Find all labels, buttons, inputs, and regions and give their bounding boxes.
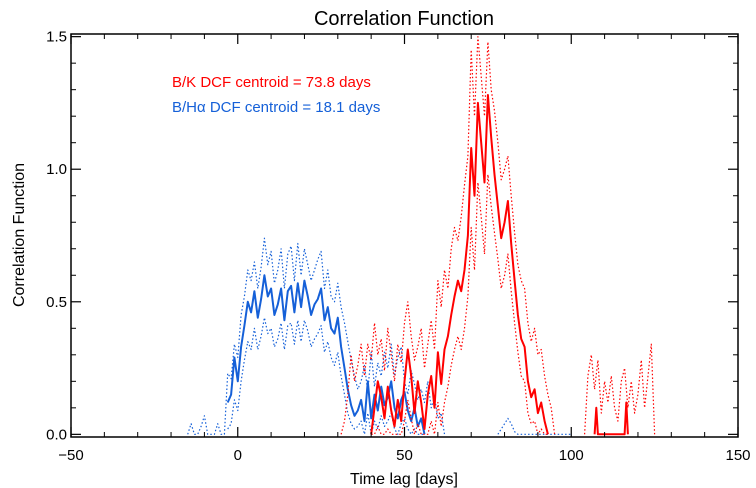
- x-axis-label: Time lag [days]: [350, 471, 458, 488]
- plot-frame: [70, 33, 739, 438]
- series-line-0: [226, 274, 426, 435]
- y-tick-label: 0.5: [46, 294, 67, 311]
- series-line-5: [593, 401, 629, 436]
- series-line-2: [227, 317, 425, 435]
- x-tick-label: 0: [234, 447, 242, 464]
- axis-ticks: −50 0 50 100 150 0.0 0.5 1.0 1.5: [46, 29, 750, 464]
- series-line-3: [497, 417, 572, 435]
- annotation-1: B/Hα DCF centroid = 18.1 days: [172, 99, 380, 116]
- x-tick-label: 50: [396, 447, 413, 464]
- series-line-4: [370, 94, 549, 435]
- annotation-layer: B/K DCF centroid = 73.8 days B/Hα DCF cen…: [172, 74, 380, 116]
- series-line-8: [584, 343, 656, 435]
- y-tick-label: 1.5: [46, 29, 67, 46]
- y-tick-label: 1.0: [46, 161, 67, 178]
- series-line-7: [371, 173, 548, 435]
- series-layer: [187, 36, 656, 436]
- x-tick-label: 150: [725, 447, 750, 464]
- y-axis-label: Correlation Function: [11, 163, 28, 307]
- x-tick-label: 100: [559, 447, 584, 464]
- x-tick-label: −50: [58, 447, 83, 464]
- chart-title: Correlation Function: [314, 8, 494, 30]
- annotation-0: B/K DCF centroid = 73.8 days: [172, 74, 371, 91]
- y-tick-label: 0.0: [46, 426, 67, 443]
